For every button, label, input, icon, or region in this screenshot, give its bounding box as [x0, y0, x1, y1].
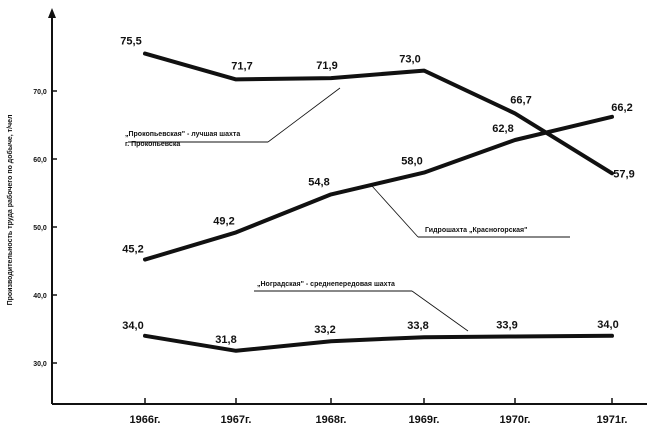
- data-label: 31,8: [215, 334, 236, 346]
- x-tick-label: 1971г.: [596, 414, 627, 426]
- x-tick-label: 1970г.: [499, 414, 530, 426]
- y-tick-label: 70,0: [33, 89, 47, 96]
- data-label: 75,5: [120, 36, 141, 48]
- data-label: 49,2: [213, 215, 234, 227]
- y-axis-label: Производительность труда рабочего по доб…: [6, 115, 14, 306]
- data-label: 62,8: [492, 123, 513, 135]
- data-label: 66,2: [611, 102, 632, 114]
- data-label: 34,0: [122, 320, 143, 332]
- series-annotation: Гидрошахта „Красногорская": [425, 227, 527, 234]
- series-annotation: „Ноградская" - среднепередовая шахта: [257, 281, 395, 288]
- x-tick-label: 1967г.: [220, 414, 251, 426]
- x-tick-label: 1969г.: [408, 414, 439, 426]
- data-label: 34,0: [597, 319, 618, 331]
- series-annotation: г. Прокопьевска: [125, 141, 180, 148]
- data-label: 58,0: [401, 156, 422, 168]
- data-label: 71,7: [231, 60, 252, 72]
- data-label: 33,8: [407, 320, 428, 332]
- axes: [48, 8, 647, 405]
- y-axis-arrow-icon: [48, 8, 56, 18]
- y-tick-label: 30,0: [33, 361, 47, 368]
- y-tick-label: 50,0: [33, 225, 47, 232]
- data-label: 33,9: [496, 319, 517, 331]
- data-label: 45,2: [122, 244, 143, 256]
- data-label: 54,8: [308, 176, 329, 188]
- y-tick-label: 40,0: [33, 293, 47, 300]
- series-line-prokopyevskaya: [143, 51, 614, 176]
- x-tick-label: 1968г.: [315, 414, 346, 426]
- annotation-leader-line: [371, 185, 419, 238]
- series-annotation: „Прокопьевская" - лучшая шахта: [125, 131, 240, 138]
- annotation-leader-line: [267, 87, 341, 143]
- data-label: 71,9: [316, 60, 337, 72]
- data-label: 73,0: [399, 54, 420, 66]
- series-line-nogradskaya: [143, 333, 614, 353]
- x-tick-label: 1966г.: [129, 414, 160, 426]
- data-label: 66,7: [510, 94, 531, 106]
- y-tick-label: 60,0: [33, 157, 47, 164]
- series-line-krasnogorskaya: [143, 114, 614, 262]
- data-label: 57,9: [613, 168, 634, 180]
- annotation-leader-line: [411, 290, 469, 332]
- data-label: 33,2: [314, 324, 335, 336]
